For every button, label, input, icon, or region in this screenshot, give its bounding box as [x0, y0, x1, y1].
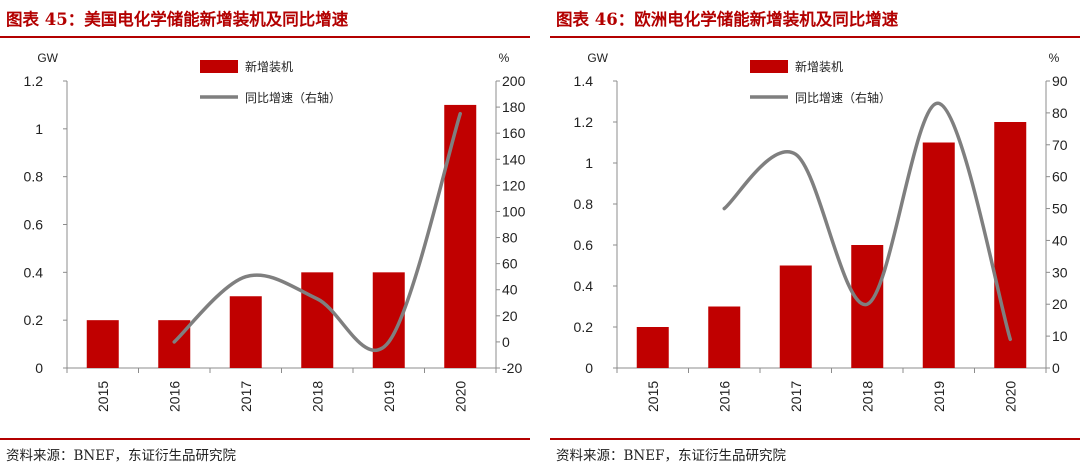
right-tick-label: 40: [1052, 232, 1068, 248]
left-tick-label: 0.8: [24, 169, 44, 185]
right-tick-label: 0: [502, 334, 510, 350]
x-tick-label: 2018: [859, 381, 875, 412]
right-tick-label: 140: [502, 151, 526, 167]
right-tick-label: 50: [1052, 201, 1068, 217]
left-tick-label: 0.4: [24, 264, 44, 280]
left-tick-label: 1.2: [574, 114, 594, 130]
left-tick-label: 0.2: [24, 312, 44, 328]
right-tick-label: 70: [1052, 137, 1068, 153]
x-tick-label: 2016: [716, 381, 732, 412]
x-tick-label: 2020: [452, 381, 468, 412]
bar-2019: [922, 142, 955, 368]
right-tick-label: 60: [502, 256, 518, 272]
bar-2017: [779, 265, 812, 368]
figure-title: 图表 45：美国电化学储能新增装机及同比增速: [6, 10, 349, 29]
x-tick-label: 2016: [166, 381, 182, 412]
left-axis-unit: GW: [587, 51, 608, 65]
right-tick-label: 0: [1052, 360, 1060, 376]
bar-2018: [301, 272, 334, 368]
figure-46-panel: 图表 46：欧洲电化学储能新增装机及同比增速 GW% 0 0.2 0.4 0.6 0.8 1…: [550, 0, 1080, 471]
bar-2020: [994, 122, 1027, 368]
right-tick-label: 10: [1052, 328, 1068, 344]
bar-2015: [636, 327, 669, 368]
right-tick-label: 80: [1052, 105, 1068, 121]
x-tick-label: 2015: [95, 381, 111, 412]
bar-2016: [158, 320, 191, 368]
right-tick-label: 20: [1052, 296, 1068, 312]
right-tick-label: 100: [502, 203, 526, 219]
europe-storage-chart: GW % 0 0.2 0.4 0.6 0.8 1 1.2 1.4 0 10 20 30 40 50 60 70 80…: [574, 51, 1068, 412]
growth-rate-line: [722, 101, 1012, 342]
x-tick-label: 2015: [645, 381, 661, 412]
right-tick-label: 20: [502, 308, 518, 324]
left-tick-label: 0.8: [574, 196, 594, 212]
right-tick-label: 200: [502, 73, 526, 89]
source-note: 资料来源：BNEF，东证衍生品研究院: [556, 448, 786, 464]
bar-2018: [851, 245, 884, 368]
left-tick-label: 0.6: [574, 237, 594, 253]
right-tick-label: 160: [502, 125, 526, 141]
left-axis-unit: GW: [37, 51, 58, 65]
x-tick-label: 2018: [309, 381, 325, 412]
bar-2020: [444, 104, 477, 369]
right-tick-label: 90: [1052, 73, 1068, 89]
left-tick-label: 0.2: [574, 319, 594, 335]
x-tick-label: 2017: [238, 381, 254, 412]
right-axis-unit: %: [1049, 51, 1060, 65]
legend-bar-label: 新增装机: [245, 59, 293, 74]
right-axis-unit: %: [499, 51, 510, 65]
bar-2017: [229, 296, 262, 368]
figure-45-panel: 图表 45：美国电化学储能新增装机及同比增速 GW% 0 0.2 0.4 0.6 0.8 1…: [0, 0, 530, 471]
legend-line-label: 同比增速（右轴）: [795, 90, 891, 105]
figure-title: 图表 46：欧洲电化学储能新增装机及同比增速: [556, 10, 899, 29]
right-tick-label: 60: [1052, 169, 1068, 185]
right-tick-label: -20: [502, 360, 522, 376]
left-tick-label: 1.2: [24, 73, 44, 89]
left-tick-label: 1: [585, 155, 593, 171]
x-tick-label: 2019: [381, 381, 397, 412]
right-tick-label: 180: [502, 99, 526, 115]
source-rule: [550, 438, 1080, 440]
left-tick-label: 0.6: [24, 217, 44, 233]
source-rule: [0, 438, 530, 440]
bar-2015: [86, 320, 119, 368]
title-rule: [550, 36, 1080, 38]
x-tick-label: 2017: [788, 381, 804, 412]
legend-line-label: 同比增速（右轴）: [245, 90, 341, 105]
title-rule: [0, 36, 530, 38]
legend-bar-swatch: [200, 60, 238, 73]
left-tick-label: 0.4: [574, 278, 594, 294]
us-storage-chart: GW % 0 0.2 0.4 0.6 0.8 1 1.2 -20 0 20 40 60 80 100 120 14…: [24, 51, 526, 412]
right-tick-label: 80: [502, 230, 518, 246]
left-tick-label: 1: [35, 121, 43, 137]
left-tick-label: 0: [585, 360, 593, 376]
left-tick-label: 0: [35, 360, 43, 376]
legend-bar-swatch: [750, 60, 788, 73]
x-tick-label: 2020: [1002, 381, 1018, 412]
bar-2016: [708, 306, 741, 368]
left-tick-label: 1.4: [574, 73, 594, 89]
right-tick-label: 40: [502, 282, 518, 298]
source-note: 资料来源：BNEF，东证衍生品研究院: [6, 448, 236, 464]
right-tick-label: 30: [1052, 264, 1068, 280]
legend-bar-label: 新增装机: [795, 59, 843, 74]
growth-rate-line: [172, 111, 462, 352]
x-tick-label: 2019: [931, 381, 947, 412]
right-tick-label: 120: [502, 177, 526, 193]
